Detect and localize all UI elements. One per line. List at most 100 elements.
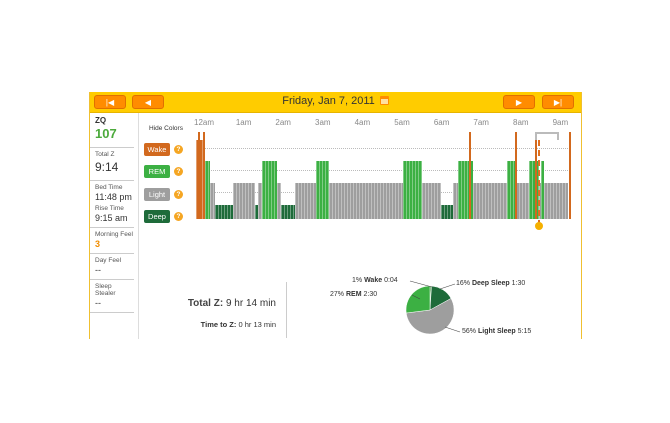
sleep-stealer-stat: Sleep Stealer -- <box>90 280 134 313</box>
hypnogram-bar-wake-spike <box>198 132 201 219</box>
hypnogram-bar-rem <box>507 161 516 219</box>
bed-time-value: 11:48 pm <box>95 192 132 202</box>
calendar-icon[interactable] <box>379 96 389 105</box>
hour-label: 1am <box>235 118 252 127</box>
legend-rem[interactable]: REM <box>144 165 170 178</box>
pie-label-wake: 1% Wake 0:04 <box>352 277 398 284</box>
hour-label: 12am <box>193 118 215 127</box>
date-label[interactable]: Friday, Jan 7, 2011 <box>282 95 375 107</box>
bed-time-label: Bed Time <box>95 184 123 191</box>
hypnogram-bar-light <box>276 183 281 219</box>
hour-label: 8am <box>513 118 529 127</box>
zq-value: 107 <box>95 126 117 141</box>
sleep-stealer-label: Sleep Stealer <box>95 283 116 297</box>
hour-label: 9am <box>552 118 569 127</box>
hypnogram-bar-light <box>472 183 508 219</box>
summary-panel: Total Z: 9 hr 14 min Time to Z: 0 hr 13 … <box>138 282 287 338</box>
pie-label-deep: 16% Deep Sleep 1:30 <box>456 280 526 287</box>
summary-total-z-label: Total Z: <box>187 298 224 309</box>
sleep-breakdown-pie <box>405 285 455 335</box>
hypnogram-bar-wake-spike <box>468 132 471 219</box>
last-night-button[interactable]: ▶| <box>542 95 574 109</box>
hypnogram-bar-light <box>295 183 316 219</box>
prev-night-button[interactable]: ◀ <box>132 95 164 109</box>
hypnogram-bar-light <box>539 183 542 219</box>
morning-feel-label: Morning Feel <box>95 231 133 238</box>
hypnogram-bar-light <box>233 183 255 219</box>
morning-feel-stat: Morning Feel 3 <box>90 228 134 254</box>
hide-colors-link[interactable]: Hide Colors <box>149 125 183 132</box>
hypnogram-bar-light <box>210 183 215 219</box>
hypnogram-bar-wake <box>196 140 206 219</box>
legend-light[interactable]: Light <box>144 188 170 201</box>
hypnogram-bar-wake-spike <box>534 132 537 219</box>
hypnogram-bar-wake-spike <box>203 132 206 219</box>
day-feel-stat: Day Feel -- <box>90 254 134 280</box>
pie-slice-light <box>405 298 455 335</box>
hypnogram-bar-rem <box>315 161 330 219</box>
pie-label-light: 56% Light Sleep 5:15 <box>462 328 532 335</box>
hour-label: 3am <box>315 118 331 127</box>
day-feel-label: Day Feel <box>95 257 122 264</box>
total-z-value: 9:14 <box>95 160 119 174</box>
light-help-icon[interactable]: ? <box>174 190 183 199</box>
rise-time-marker[interactable] <box>535 132 559 234</box>
rise-handle-icon[interactable] <box>535 222 543 230</box>
hypnogram-bar-rem <box>469 161 473 219</box>
wake-help-icon[interactable]: ? <box>174 145 183 154</box>
summary-time-to-z-value: 0 hr 13 min <box>238 320 276 329</box>
rise-time-label: Rise Time <box>95 205 124 212</box>
hour-label: 7am <box>473 118 489 127</box>
rem-row <box>196 162 568 182</box>
hypnogram-bar-light <box>258 183 263 219</box>
date-nav-bar: |◀ ◀ Friday, Jan 7, 2011 ▶ ▶| <box>90 92 581 113</box>
hypnogram-bar-deep <box>254 205 258 219</box>
sleep-stealer-value: -- <box>95 298 101 308</box>
hour-label: 5am <box>394 118 410 127</box>
hypnogram-chart <box>196 132 576 242</box>
hypnogram-bar-light <box>422 183 441 219</box>
hypnogram-bar-rem <box>528 161 540 219</box>
hypnogram-bar-wake-spike <box>569 132 572 219</box>
bed-time-stat: Bed Time 11:48 pm Rise Time 9:15 am <box>90 181 134 228</box>
wake-row <box>196 140 568 160</box>
hour-label: 6am <box>433 118 450 127</box>
hypnogram-bar-light <box>453 183 459 219</box>
first-night-button[interactable]: |◀ <box>94 95 126 109</box>
summary-total-z: Total Z: 9 hr 14 min <box>188 298 276 309</box>
sleep-app-panel: |◀ ◀ Friday, Jan 7, 2011 ▶ ▶| ZQ 107 Tot… <box>89 92 582 339</box>
hypnogram-bar-light <box>516 183 529 219</box>
rem-help-icon[interactable]: ? <box>174 167 183 176</box>
rise-time-value: 9:15 am <box>95 213 128 223</box>
pie-label-rem: 27% REM 2:30 <box>330 291 378 298</box>
hour-label: 4am <box>354 118 371 127</box>
summary-time-to-z: Time to Z: 0 hr 13 min <box>201 320 276 329</box>
hour-label: 2am <box>275 118 291 127</box>
date-display: Friday, Jan 7, 2011 <box>90 95 581 107</box>
total-z-label: Total Z <box>95 151 115 158</box>
pie-leader-lines <box>409 280 461 333</box>
legend-wake[interactable]: Wake <box>144 143 170 156</box>
hypnogram-bar-deep <box>440 205 454 219</box>
total-z-stat: Total Z 9:14 <box>90 148 134 181</box>
summary-time-to-z-label: Time to Z: <box>200 320 237 329</box>
hypnogram-bar-rem <box>541 161 545 219</box>
deep-help-icon[interactable]: ? <box>174 212 183 221</box>
hypnogram-bar-rem <box>205 161 211 219</box>
zq-stat: ZQ 107 <box>90 113 134 148</box>
zq-label: ZQ <box>95 116 107 125</box>
hypnogram-bar-rem <box>402 161 423 219</box>
legend-deep[interactable]: Deep <box>144 210 170 223</box>
hypnogram-bar-light <box>329 183 403 219</box>
day-feel-value: -- <box>95 265 101 275</box>
morning-feel-value: 3 <box>95 239 101 249</box>
hypnogram-bar-light <box>544 183 568 219</box>
hypnogram-bar-deep <box>214 205 234 219</box>
summary-total-z-value: 9 hr 14 min <box>225 298 276 309</box>
next-night-button[interactable]: ▶ <box>503 95 535 109</box>
stats-sidebar: ZQ 107 Total Z 9:14 Bed Time 11:48 pm Ri… <box>90 113 139 339</box>
hour-axis: 12am 1am 2am 3am 4am 5am 6am 7am 8am 9am <box>193 118 576 128</box>
hypnogram-bar-rem <box>262 161 277 219</box>
hypnogram-bar-deep <box>280 205 296 219</box>
hypnogram-bar-rem <box>458 161 469 219</box>
